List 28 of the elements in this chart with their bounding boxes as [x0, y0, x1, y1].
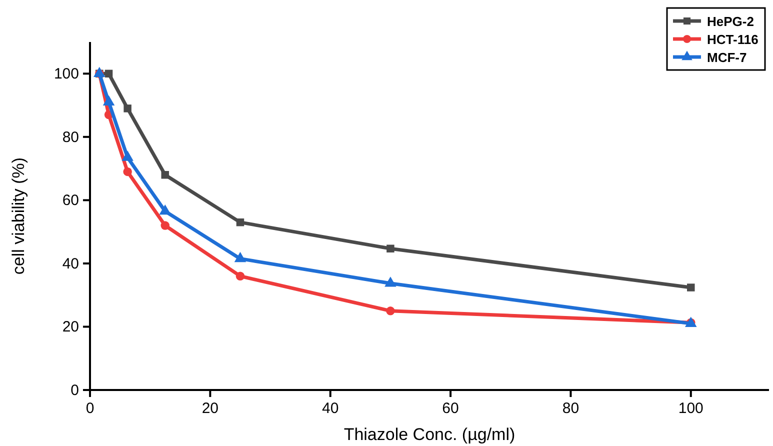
legend-label: HePG-2	[707, 14, 754, 29]
x-tick-label: 80	[562, 400, 580, 417]
point	[386, 244, 394, 252]
x-tick-label: 40	[322, 400, 339, 417]
x-tick-label: 100	[678, 400, 704, 417]
y-tick-label: 40	[62, 255, 79, 272]
x-axis-title: Thiazole Conc. (µg/ml)	[344, 425, 516, 444]
point	[161, 171, 169, 179]
x-tick-label: 20	[202, 400, 219, 417]
point	[384, 276, 396, 287]
legend-label: MCF-7	[707, 50, 747, 65]
point	[236, 272, 245, 280]
point	[687, 284, 695, 292]
y-tick-label: 100	[54, 66, 79, 83]
point	[123, 167, 132, 176]
y-tick-label: 60	[62, 192, 79, 210]
point	[160, 221, 170, 230]
y-axis-title: cell viability (%)	[9, 157, 28, 275]
point	[236, 218, 244, 226]
x-tick-label: 0	[86, 400, 94, 417]
y-tick-label: 0	[70, 382, 79, 399]
point	[124, 104, 132, 112]
point	[386, 306, 395, 316]
x-tick-label: 60	[442, 400, 459, 417]
y-tick-label: 20	[62, 318, 79, 336]
legend-label: HCT-116	[707, 32, 758, 47]
y-tick-label: 80	[62, 128, 79, 146]
point	[104, 70, 113, 78]
